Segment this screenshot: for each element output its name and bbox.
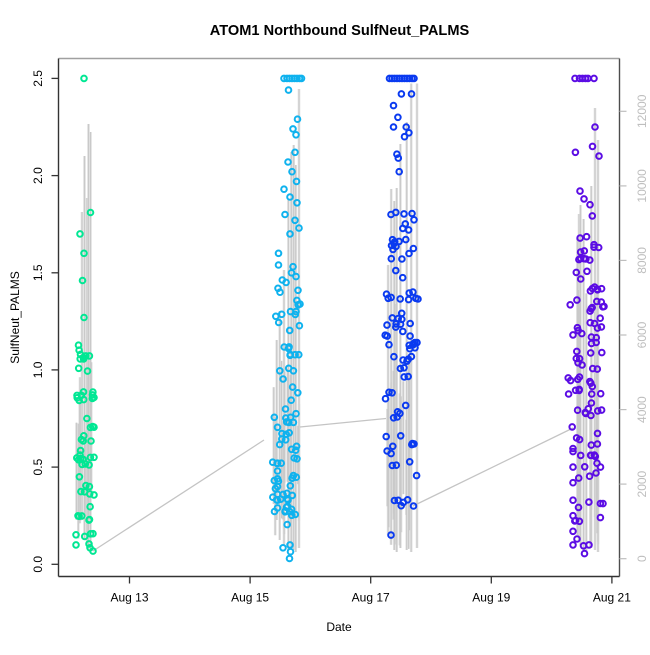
- svg-text:2.5: 2.5: [31, 70, 45, 87]
- svg-text:4000: 4000: [635, 396, 649, 423]
- svg-text:8000: 8000: [635, 247, 649, 274]
- svg-text:12000: 12000: [635, 94, 649, 128]
- svg-text:1.5: 1.5: [31, 264, 45, 281]
- svg-text:10000: 10000: [635, 169, 649, 203]
- svg-text:Date: Date: [326, 620, 352, 634]
- svg-text:1.0: 1.0: [31, 361, 45, 378]
- svg-text:0.5: 0.5: [31, 458, 45, 475]
- svg-text:6000: 6000: [635, 321, 649, 348]
- svg-text:Aug 15: Aug 15: [231, 591, 269, 605]
- svg-text:SulfNeut_PALMS: SulfNeut_PALMS: [8, 271, 22, 364]
- svg-text:2000: 2000: [635, 470, 649, 497]
- svg-text:2.0: 2.0: [31, 167, 45, 184]
- svg-text:0: 0: [635, 555, 649, 562]
- svg-text:Aug 19: Aug 19: [472, 591, 510, 605]
- svg-text:Aug 13: Aug 13: [110, 591, 148, 605]
- svg-text:0.0: 0.0: [31, 556, 45, 573]
- svg-text:Aug 17: Aug 17: [352, 591, 390, 605]
- svg-text:Aug 21: Aug 21: [593, 591, 631, 605]
- svg-text:ATOM1 Northbound SulfNeut_PALM: ATOM1 Northbound SulfNeut_PALMS: [210, 23, 470, 39]
